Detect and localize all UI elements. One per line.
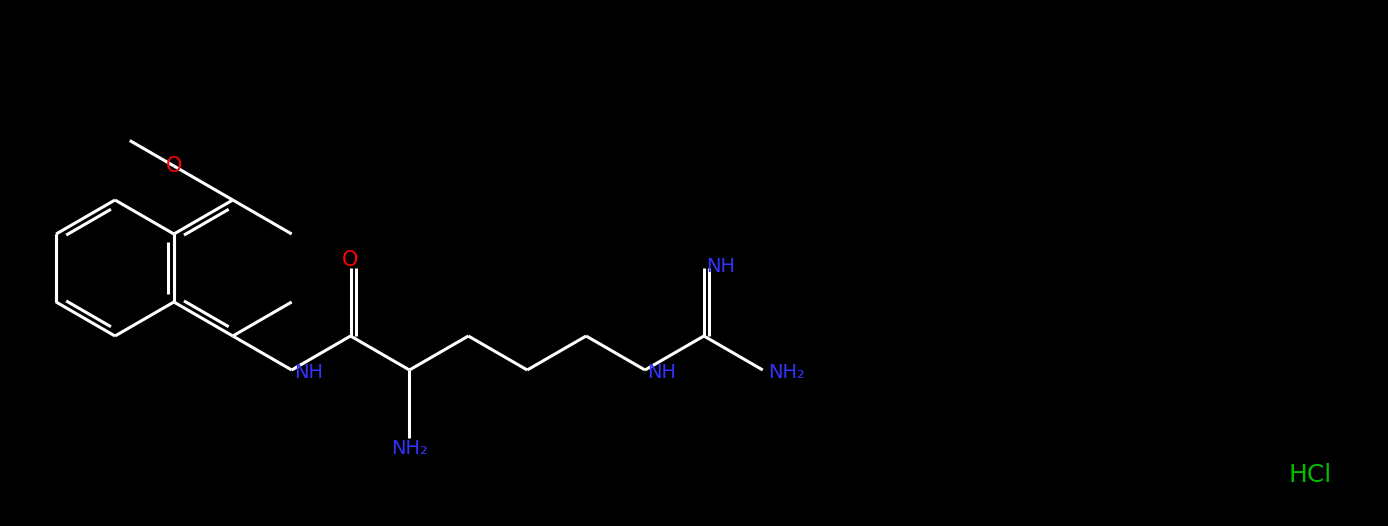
Text: HCl: HCl xyxy=(1288,463,1331,487)
Text: NH: NH xyxy=(294,362,322,381)
Text: NH: NH xyxy=(647,362,676,381)
Text: NH₂: NH₂ xyxy=(391,439,428,458)
Text: NH: NH xyxy=(706,257,734,276)
Text: O: O xyxy=(165,156,182,176)
Text: NH₂: NH₂ xyxy=(768,362,805,381)
Text: O: O xyxy=(343,250,358,270)
